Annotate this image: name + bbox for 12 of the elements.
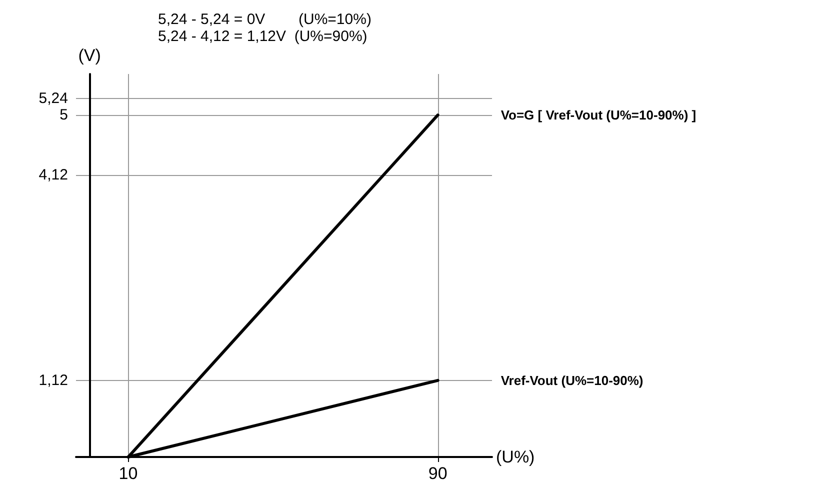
y-axis-title: (V): [78, 46, 101, 65]
text: Vo=G [ Vref-Vout (U%=10-90%) ]: [500, 108, 696, 123]
x-tick-label: 90: [428, 464, 448, 483]
y-tick-label: 5: [60, 106, 68, 124]
text: Vref-Vout (U%=10-90%): [500, 372, 644, 388]
x-axis-title: (U%): [496, 448, 535, 466]
y-tick-label: 4,12: [38, 166, 68, 184]
y-tick-label: 1,12: [38, 372, 68, 389]
y-tick-label: 5,24: [38, 90, 68, 108]
x-tick-label: 10: [118, 464, 138, 483]
text: 5,24 - 5,24 = 0V (U%=10%): [158, 11, 372, 28]
text: 5,24 - 4,12 = 1,12V (U%=90%): [158, 28, 368, 45]
